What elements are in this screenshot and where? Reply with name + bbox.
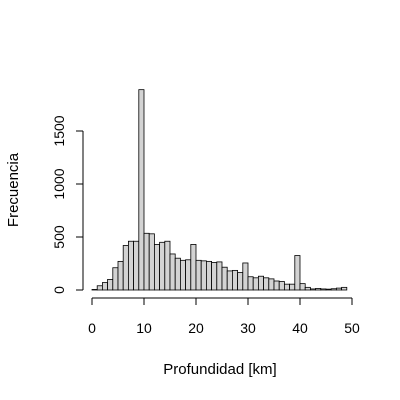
histogram-bar [258,276,263,290]
histogram-bar [274,281,279,290]
histogram-bar [154,244,159,290]
histogram-bar [134,241,139,290]
x-tick-label: 30 [240,320,256,336]
histogram-bar [310,289,315,290]
histogram-bar [160,242,165,290]
histogram-bar [331,289,336,290]
histogram-bar [170,254,175,290]
histogram-bar [212,262,217,290]
histogram-bar [217,262,222,290]
y-tick-label: 1000 [51,168,67,199]
histogram-bar [279,282,284,290]
histogram-bar [128,241,133,290]
histogram-bar [264,278,269,290]
histogram-bar [269,279,274,290]
histogram-bar [123,245,128,290]
histogram-bar [316,288,321,290]
histogram-bar [206,261,211,290]
x-tick-label: 0 [88,320,96,336]
y-axis-label: Frecuencia [5,152,22,227]
x-tick-label: 40 [292,320,308,336]
histogram-bar [284,284,289,290]
histogram-bar [180,260,185,290]
histogram-bar [175,258,180,290]
histogram-bar [139,90,144,290]
histogram-bar [290,284,295,290]
y-tick-label: 500 [51,225,67,249]
x-tick-label: 50 [344,320,360,336]
histogram-bar [222,267,227,290]
histogram-bar [186,260,191,290]
histogram-bar [238,273,243,290]
histogram-bar [113,268,118,290]
histogram-bar [321,289,326,290]
histogram-bar [97,286,102,290]
histogram-bar [201,261,206,290]
histogram-bar [253,278,258,290]
histogram-bar [102,283,107,290]
histogram-bar [227,271,232,290]
histogram-bar [191,244,196,290]
histogram-bar [149,234,154,290]
x-axis-label: Profundidad [km] [163,361,276,378]
histogram-bar [108,279,113,290]
histogram-bar [305,287,310,290]
histogram-bar [118,261,123,290]
histogram-bar [295,256,300,290]
histogram-bar [232,270,237,290]
histogram-bar [92,289,97,290]
histogram-bar [336,288,341,290]
histogram-bar [326,289,331,290]
y-tick-label: 1500 [51,115,67,146]
histogram-bar [165,241,170,290]
histogram-bar [243,263,248,290]
histogram-bar [248,277,253,290]
histogram-bar [342,287,347,290]
x-tick-label: 10 [136,320,152,336]
histogram-bar [300,284,305,290]
histogram-bar [196,260,201,290]
histogram-bar [144,233,149,290]
y-tick-label: 0 [51,286,67,294]
x-tick-label: 20 [188,320,204,336]
